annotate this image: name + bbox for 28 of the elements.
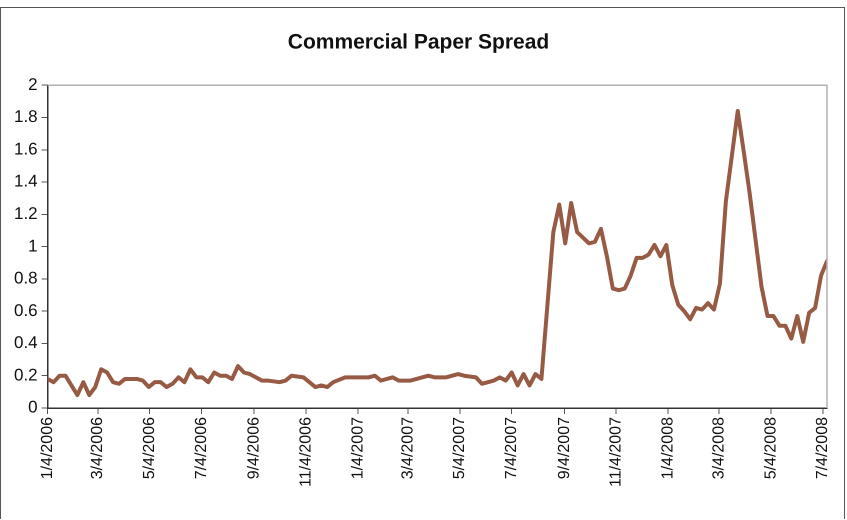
x-tick-label: 5/4/2006 [141, 416, 158, 480]
x-tick-label: 5/4/2007 [451, 416, 468, 480]
y-tick-label: 0.6 [14, 300, 38, 320]
x-tick-label: 7/4/2008 [814, 416, 832, 480]
x-tick-label: 1/4/2007 [349, 416, 366, 480]
chart-title: Commercial Paper Spread [288, 30, 550, 54]
y-tick-label: 1 [28, 236, 38, 256]
y-tick-label: 1.8 [14, 107, 38, 126]
y-tick-label: 1.2 [14, 204, 38, 224]
x-tick-label: 3/4/2008 [710, 416, 728, 480]
y-tick-label: 1.4 [14, 172, 38, 191]
y-tick-label: 0.2 [14, 365, 38, 384]
x-tick-label: 1/4/2006 [39, 416, 56, 480]
x-tick-label: 1/4/2008 [659, 416, 676, 480]
x-tick-label: 9/4/2006 [246, 416, 263, 480]
x-tick-label: 11/4/2007 [608, 416, 625, 488]
x-tick-label: 3/4/2006 [89, 416, 106, 480]
x-tick-label: 7/4/2007 [503, 416, 520, 480]
y-tick-label: 1.6 [14, 139, 38, 158]
y-tick-label: 0.4 [14, 333, 38, 352]
y-tick-label: 0 [28, 398, 38, 417]
x-tick-label: 3/4/2007 [399, 416, 416, 480]
y-tick-label: 0.8 [14, 268, 38, 288]
x-tick-label: 11/4/2006 [297, 416, 314, 488]
x-tick-label: 9/4/2007 [556, 416, 573, 480]
y-tick-label: 2 [28, 74, 38, 94]
x-tick-label: 5/4/2008 [762, 416, 780, 480]
x-tick-label: 7/4/2006 [192, 416, 210, 480]
